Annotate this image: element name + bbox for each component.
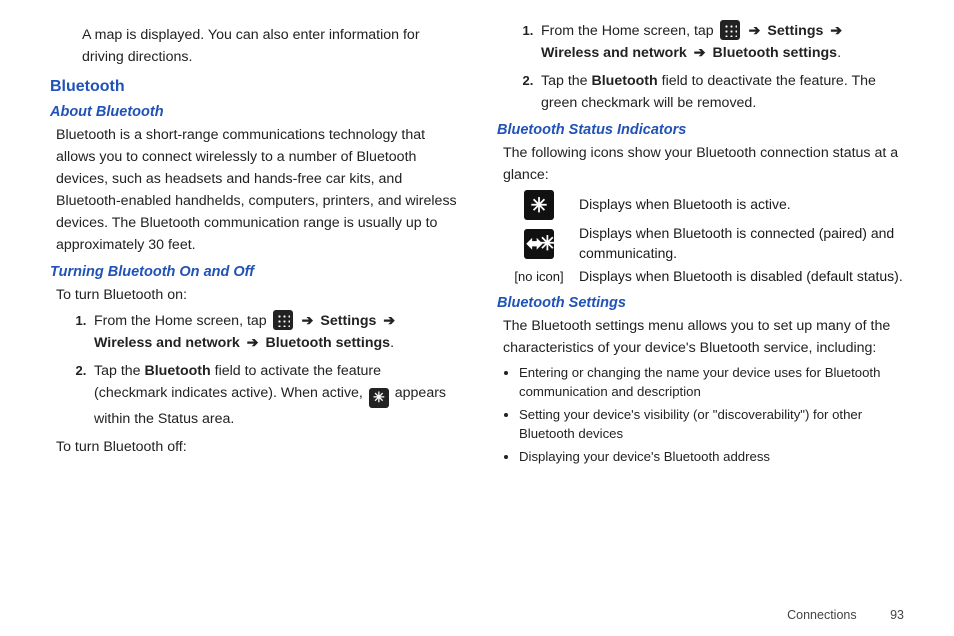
step-bold: Bluetooth settings [713, 45, 838, 61]
arrow-icon: ➔ [694, 45, 706, 61]
turn-off-label: To turn Bluetooth off: [56, 436, 457, 458]
heading-about-bluetooth: About Bluetooth [50, 104, 457, 120]
turn-on-label: To turn Bluetooth on: [56, 284, 457, 306]
step-text: Tap the [541, 73, 591, 89]
bluetooth-active-icon: ✳ [524, 190, 554, 220]
arrow-icon: ➔ [247, 335, 259, 351]
status-desc: Displays when Bluetooth is disabled (def… [579, 267, 904, 287]
step-bold: Bluetooth [591, 73, 657, 89]
status-desc: Displays when Bluetooth is active. [579, 195, 904, 215]
step-bold: Bluetooth [144, 363, 210, 379]
status-desc: Displays when Bluetooth is connected (pa… [579, 224, 904, 263]
list-item: From the Home screen, tap ➔ Settings ➔ W… [90, 310, 457, 354]
turn-off-steps: From the Home screen, tap ➔ Settings ➔ W… [497, 20, 904, 114]
status-row: ⬌✳ Displays when Bluetooth is connected … [513, 224, 904, 263]
step-bold: Wireless and network [94, 335, 240, 351]
btsettings-list: Entering or changing the name your devic… [497, 363, 904, 467]
step-text: From the Home screen, tap [541, 23, 718, 39]
status-intro-text: The following icons show your Bluetooth … [503, 142, 904, 186]
status-icon-cell: ⬌✳ [513, 229, 565, 259]
turn-on-steps: From the Home screen, tap ➔ Settings ➔ W… [50, 310, 457, 430]
list-item: Setting your device's visibility (or "di… [519, 405, 904, 443]
arrow-icon: ➔ [830, 23, 842, 39]
step-bold: Settings [320, 313, 376, 329]
list-item: Tap the Bluetooth field to activate the … [90, 360, 457, 430]
apps-icon [273, 310, 293, 330]
list-item: Displaying your device's Bluetooth addre… [519, 447, 904, 466]
list-item: Tap the Bluetooth field to deactivate th… [537, 70, 904, 114]
intro-text: A map is displayed. You can also enter i… [82, 24, 457, 68]
status-row: ✳ Displays when Bluetooth is active. [513, 190, 904, 220]
step-text: Tap the [94, 363, 144, 379]
arrow-icon: ➔ [302, 313, 314, 329]
status-row: [no icon] Displays when Bluetooth is dis… [513, 267, 904, 287]
page-footer: Connections 93 [787, 608, 904, 622]
btsettings-intro: The Bluetooth settings menu allows you t… [503, 315, 904, 359]
step-text: From the Home screen, tap [94, 313, 271, 329]
list-item: Entering or changing the name your devic… [519, 363, 904, 401]
arrow-icon: ➔ [383, 313, 395, 329]
about-bluetooth-text: Bluetooth is a short-range communication… [56, 124, 457, 256]
heading-turning-onoff: Turning Bluetooth On and Off [50, 264, 457, 280]
bluetooth-icon: ✳ [369, 388, 389, 408]
bluetooth-connected-icon: ⬌✳ [524, 229, 554, 259]
footer-page-number: 93 [890, 608, 904, 622]
status-icon-cell: ✳ [513, 190, 565, 220]
arrow-icon: ➔ [749, 23, 761, 39]
status-noicon: [no icon] [513, 269, 565, 284]
footer-section: Connections [787, 608, 857, 622]
heading-status-indicators: Bluetooth Status Indicators [497, 122, 904, 138]
heading-bluetooth-settings: Bluetooth Settings [497, 295, 904, 311]
step-bold: Wireless and network [541, 45, 687, 61]
apps-icon [720, 20, 740, 40]
step-bold: Bluetooth settings [266, 335, 391, 351]
list-item: From the Home screen, tap ➔ Settings ➔ W… [537, 20, 904, 64]
heading-bluetooth: Bluetooth [50, 78, 457, 96]
step-bold: Settings [767, 23, 823, 39]
